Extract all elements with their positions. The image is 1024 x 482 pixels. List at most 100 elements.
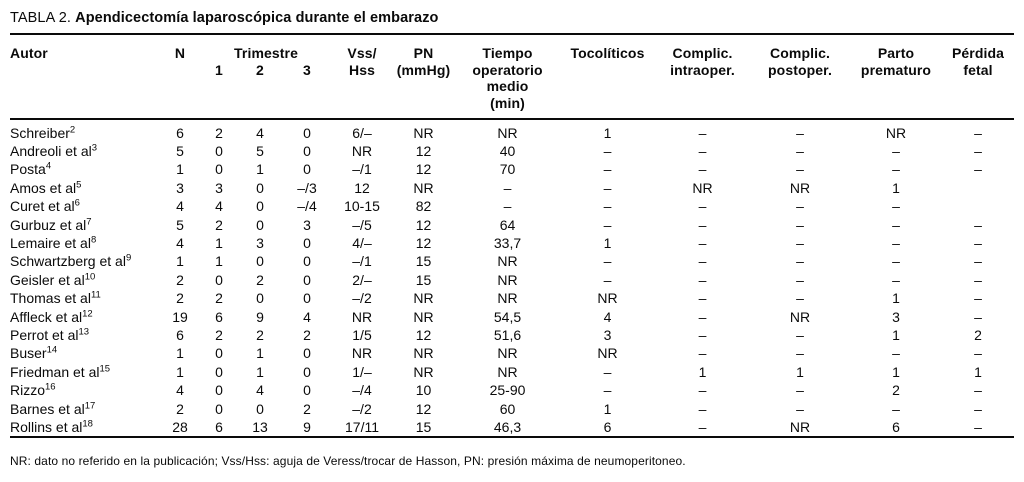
data-cell: 1 [796, 363, 804, 380]
data-cell: 6/– [352, 124, 372, 141]
data-cell: –/5 [352, 216, 372, 233]
data-cell: NR [692, 179, 713, 196]
data-cell: – [796, 234, 804, 251]
data-cell: 0 [215, 271, 223, 288]
data-cell: – [698, 142, 707, 159]
reference-superscript: 10 [84, 271, 96, 283]
data-cell: 9 [256, 308, 264, 325]
data-cell: – [698, 198, 707, 215]
data-cell: 2 [215, 326, 223, 343]
data-cell: – [796, 326, 804, 343]
data-cell: 2 [215, 290, 223, 307]
data-cell: 1 [892, 363, 900, 380]
data-cell: 5 [176, 216, 184, 233]
data-cell: 3 [603, 326, 612, 343]
data-cell: 0 [303, 345, 311, 362]
data-cell: – [974, 124, 982, 141]
data-cell: 6 [603, 419, 612, 435]
table-title: TABLA 2. Apendicectomía laparoscópica du… [10, 9, 1014, 28]
data-cell: 0 [303, 142, 311, 159]
data-cell: – [698, 253, 707, 270]
data-cell: – [892, 271, 900, 288]
data-cell: 3 [215, 179, 223, 196]
data-cell: – [698, 345, 707, 362]
data-cell: 5 [256, 142, 264, 159]
data-cell: – [892, 400, 900, 417]
data-cell: – [796, 124, 804, 141]
reference-superscript: 15 [99, 363, 111, 375]
table-row: Friedman et al15 1 0 1 0 1/– NR NR – 1 1 1 1 [10, 363, 1014, 381]
header-parto-prematuro: Parto prematuro [860, 45, 932, 78]
header-perdida-fetal: Pérdida fetal [951, 45, 1005, 78]
table-row: Posta4 1 0 1 0 –/1 12 70 – – – – – [10, 160, 1014, 178]
header-complic-intraoper: Complic. intraoper. [670, 45, 735, 78]
data-cell: – [796, 253, 804, 270]
data-cell: 0 [215, 161, 223, 178]
data-cell [942, 179, 1014, 197]
data-cell: 1 [215, 253, 223, 270]
data-cell: 1 [256, 363, 264, 380]
data-cell: NR [413, 290, 434, 307]
header-trimestre-2: 2 [256, 61, 264, 78]
reference-superscript: 7 [86, 215, 92, 227]
data-cell: NR [885, 124, 907, 141]
data-cell: 4 [256, 382, 264, 399]
reference-superscript: 14 [46, 344, 58, 356]
data-cell: – [892, 345, 900, 362]
data-cell: 1 [892, 290, 900, 307]
author-cell: Buser14 [10, 344, 58, 362]
data-cell: 3 [892, 308, 900, 325]
data-cell: – [974, 271, 982, 288]
data-cell: 4 [603, 308, 612, 325]
data-cell: –/2 [352, 290, 372, 307]
author-cell: Schreiber2 [10, 123, 76, 141]
data-cell: – [892, 161, 900, 178]
data-cell: 2 [176, 290, 184, 307]
data-cell: 2 [176, 400, 184, 417]
data-cell: 1 [603, 400, 612, 417]
data-cell: – [603, 271, 612, 288]
data-cell: – [796, 271, 804, 288]
data-cell: 3 [256, 234, 264, 251]
data-cell: NR [413, 345, 434, 362]
table-header: Autor N Trimestre Vss/ Hss PN (mmHg) Tie… [10, 34, 1014, 119]
data-cell: 0 [303, 271, 311, 288]
author-cell: Posta4 [10, 160, 52, 178]
header-trimestre-3: 3 [303, 61, 311, 78]
table-row: Thomas et al11 2 2 0 0 –/2 NR NR NR – – 1 – [10, 289, 1014, 307]
data-cell: NR [497, 271, 518, 288]
data-cell: – [698, 271, 707, 288]
data-cell: – [974, 142, 982, 159]
data-cell: – [698, 419, 707, 435]
data-cell: 15 [415, 271, 432, 288]
data-cell: 1 [176, 345, 184, 362]
data-cell: 0 [303, 124, 311, 141]
data-cell: –/2 [352, 400, 372, 417]
data-cell: –/1 [352, 253, 372, 270]
data-cell: NR [413, 363, 434, 380]
data-cell: NR [351, 308, 373, 325]
data-cell: 19 [172, 308, 188, 325]
data-cell: – [796, 161, 804, 178]
table-number-label: TABLA 2. [10, 10, 71, 26]
data-cell: 4 [256, 124, 264, 141]
data-cell: – [796, 345, 804, 362]
data-cell: 46,3 [493, 419, 522, 435]
data-cell: – [698, 326, 707, 343]
data-cell: 2 [974, 326, 982, 343]
data-cell: 10 [415, 382, 432, 399]
author-cell: Andreoli et al3 [10, 142, 98, 159]
data-cell: NR [497, 363, 518, 380]
data-cell: NR [789, 179, 811, 196]
data-cell: –/4 [297, 198, 317, 215]
table-body: Schreiber2 6 2 4 0 6/– NR NR 1– – NR – Andreoli et a… [10, 119, 1014, 438]
data-cell: 1 [603, 124, 612, 141]
data-cell: 15 [415, 253, 432, 270]
data-cell: 60 [499, 400, 516, 417]
data-cell: – [503, 198, 512, 215]
table-row: Rollins et al18 28 6 13 9 17/11 15 46,3 6 – NR 6 – [10, 418, 1014, 437]
data-cell: 1/– [352, 363, 372, 380]
data-cell: – [698, 290, 707, 307]
data-cell: NR [597, 290, 618, 307]
data-cell: 2 [256, 326, 264, 343]
